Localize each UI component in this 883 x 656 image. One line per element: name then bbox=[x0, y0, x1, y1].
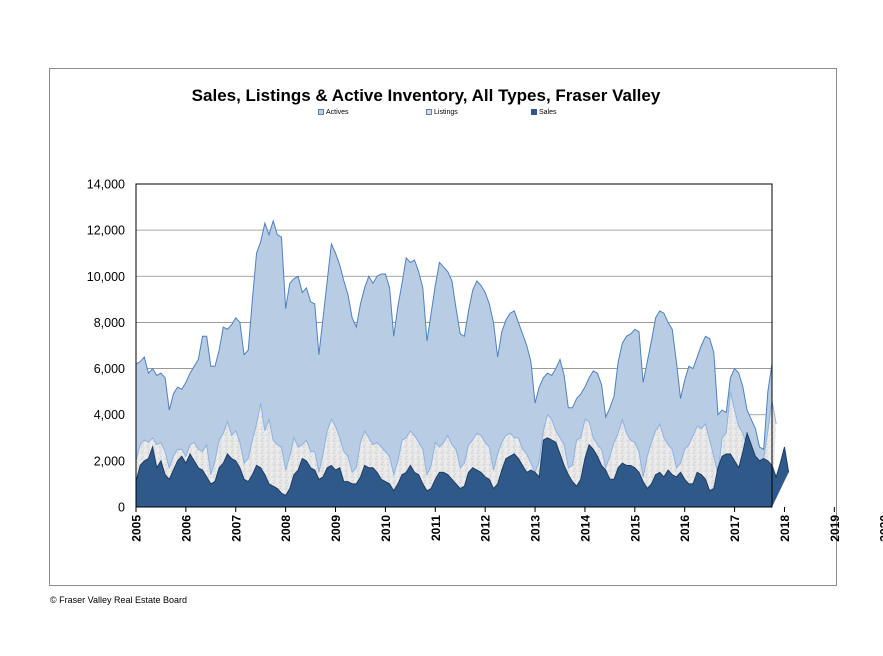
x-tick-label: 2010 bbox=[379, 515, 393, 542]
area-sales bbox=[136, 433, 789, 507]
x-tick-label: 2006 bbox=[179, 515, 193, 542]
y-tick-label: 6,000 bbox=[94, 362, 125, 376]
x-tick-label: 2008 bbox=[279, 515, 293, 542]
copyright-text: © Fraser Valley Real Estate Board bbox=[50, 595, 188, 605]
y-tick-label: 10,000 bbox=[87, 270, 125, 284]
line-listings bbox=[135, 391, 777, 478]
legend-label-sales: Sales bbox=[539, 109, 557, 116]
area-actives bbox=[136, 220, 772, 507]
x-tick-label: 2018 bbox=[778, 515, 792, 542]
x-tick-label: 2007 bbox=[229, 515, 243, 542]
y-tick-label: 4,000 bbox=[94, 408, 125, 422]
x-tick-label: 2014 bbox=[578, 515, 592, 542]
plot-border bbox=[135, 183, 773, 508]
y-tick-label: 12,000 bbox=[87, 224, 125, 238]
x-tick-label: 2019 bbox=[828, 515, 842, 542]
x-tick-label: 2020 bbox=[878, 515, 883, 542]
x-tick-label: 2017 bbox=[728, 515, 742, 542]
x-tick-label: 2012 bbox=[479, 515, 493, 542]
y-tick-label: 14,000 bbox=[87, 178, 125, 192]
legend-item-sales: Sales bbox=[531, 109, 557, 116]
x-tick-label: 2013 bbox=[529, 515, 543, 542]
y-tick-label: 8,000 bbox=[94, 316, 125, 330]
legend-label-listings: Listings bbox=[434, 109, 458, 116]
legend-swatch-sales bbox=[531, 109, 537, 116]
legend-item-actives: Actives bbox=[318, 109, 349, 116]
x-tick-label: 2011 bbox=[429, 515, 443, 541]
x-tick-label: 2009 bbox=[329, 515, 343, 542]
x-tick-label: 2015 bbox=[628, 515, 642, 542]
legend: Actives Listings Sales bbox=[0, 109, 883, 121]
y-tick-label: 0 bbox=[118, 501, 125, 515]
legend-item-listings: Listings bbox=[426, 109, 458, 116]
legend-swatch-actives bbox=[318, 109, 324, 116]
chart-title: Sales, Listings & Active Inventory, All … bbox=[191, 86, 661, 105]
legend-label-actives: Actives bbox=[326, 109, 349, 116]
line-actives bbox=[135, 219, 773, 451]
y-tick-label: 2,000 bbox=[94, 454, 125, 468]
line-sales bbox=[135, 431, 790, 497]
x-tick-label: 2005 bbox=[130, 515, 144, 542]
x-tick-label: 2016 bbox=[678, 515, 692, 542]
legend-swatch-listings bbox=[426, 109, 432, 116]
